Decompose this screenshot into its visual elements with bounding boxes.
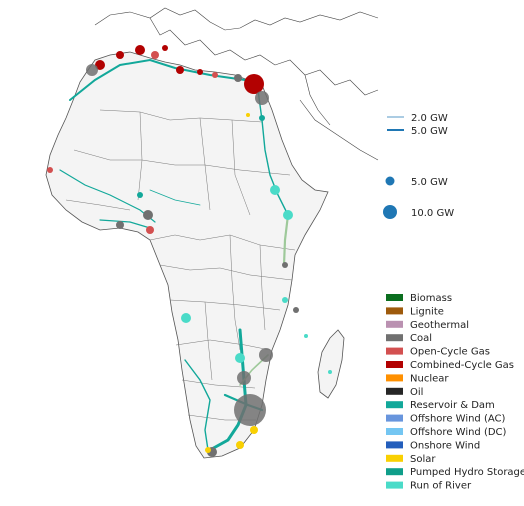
legend-tech-swatch: [386, 347, 403, 355]
legend-tech-item: Solar: [386, 454, 436, 465]
legend-tech-swatch: [386, 468, 403, 476]
legend-tech-label: Offshore Wind (AC): [410, 414, 506, 425]
legend-bus-5gw-label: 5.0 GW: [411, 177, 448, 188]
legend-line-2gw-label: 2.0 GW: [411, 113, 448, 124]
legend-tech-item: Onshore Wind: [386, 440, 480, 451]
legend-tech-item: Offshore Wind (DC): [386, 427, 507, 438]
legend-bus-10gw-label: 10.0 GW: [411, 208, 454, 219]
legend-tech-item: Biomass: [386, 293, 452, 304]
legend-tech-item: Run of River: [386, 481, 472, 492]
legend-tech-swatch: [386, 320, 403, 328]
legend-tech-item: Coal: [386, 333, 432, 344]
legend-tech-label: Oil: [410, 387, 423, 398]
legend-tech-swatch: [386, 387, 403, 395]
legend-tech-label: Offshore Wind (DC): [410, 427, 507, 438]
legend-line-capacity: 2.0 GW 5.0 GW: [387, 113, 448, 137]
legend-tech-swatch: [386, 414, 403, 422]
legend-tech-swatch: [386, 374, 403, 382]
legend-tech-label: Open-Cycle Gas: [410, 347, 490, 358]
legend-tech-item: Open-Cycle Gas: [386, 347, 490, 358]
legend-tech-label: Nuclear: [410, 373, 449, 384]
bus-markers: [47, 45, 332, 457]
legend-tech-swatch: [386, 361, 403, 368]
africa-landmass: [45, 51, 345, 459]
legend-tech-item: Oil: [386, 387, 423, 398]
legend-tech-item: Pumped Hydro Storage: [386, 467, 524, 478]
legend-tech-swatch: [386, 481, 403, 489]
legend-tech-label: Combined-Cycle Gas: [410, 360, 514, 371]
legend-tech-swatch: [386, 441, 403, 449]
legend-tech-label: Coal: [410, 333, 432, 344]
legend-bus-10gw: 10.0 GW: [383, 205, 454, 219]
legend-tech-item: Geothermal: [386, 320, 469, 331]
legend-tech-item: Offshore Wind (AC): [386, 414, 506, 425]
legend-technologies: Biomass Lignite Geothermal Coal Open-Cycle G…: [386, 293, 524, 492]
legend-tech-item: Combined-Cycle Gas: [386, 360, 514, 371]
legend-tech-label: Solar: [410, 454, 436, 465]
legend-tech-label: Lignite: [410, 306, 444, 317]
legend-bus-5gw: 5.0 GW: [385, 176, 448, 188]
legend-line-5gw: 5.0 GW: [387, 126, 448, 137]
legend-line-2gw: 2.0 GW: [387, 113, 448, 124]
legend-tech-label: Biomass: [410, 293, 452, 304]
legend-tech-label: Pumped Hydro Storage: [410, 467, 524, 478]
country-borders: [65, 109, 296, 421]
legend-tech-swatch: [386, 334, 403, 342]
legend-tech-swatch: [386, 454, 403, 462]
legend-line-5gw-label: 5.0 GW: [411, 126, 448, 137]
neighbor-coastlines: [94, 7, 379, 161]
legend-tech-item: Nuclear: [386, 373, 449, 384]
legend-tech-swatch: [386, 307, 403, 315]
legend-tech-label: Reservoir & Dam: [410, 400, 495, 411]
legend-tech-swatch: [386, 428, 403, 435]
legend-tech-item: Lignite: [386, 306, 444, 317]
legend-tech-label: Run of River: [410, 481, 472, 492]
legend-tech-item: Reservoir & Dam: [386, 400, 495, 411]
legend-bus-capacity: 5.0 GW 10.0 GW: [383, 176, 454, 219]
legend-tech-swatch: [386, 401, 403, 409]
legend-tech-label: Onshore Wind: [410, 440, 480, 451]
legend-tech-label: Geothermal: [410, 320, 469, 331]
legend-tech-swatch: [386, 294, 403, 301]
